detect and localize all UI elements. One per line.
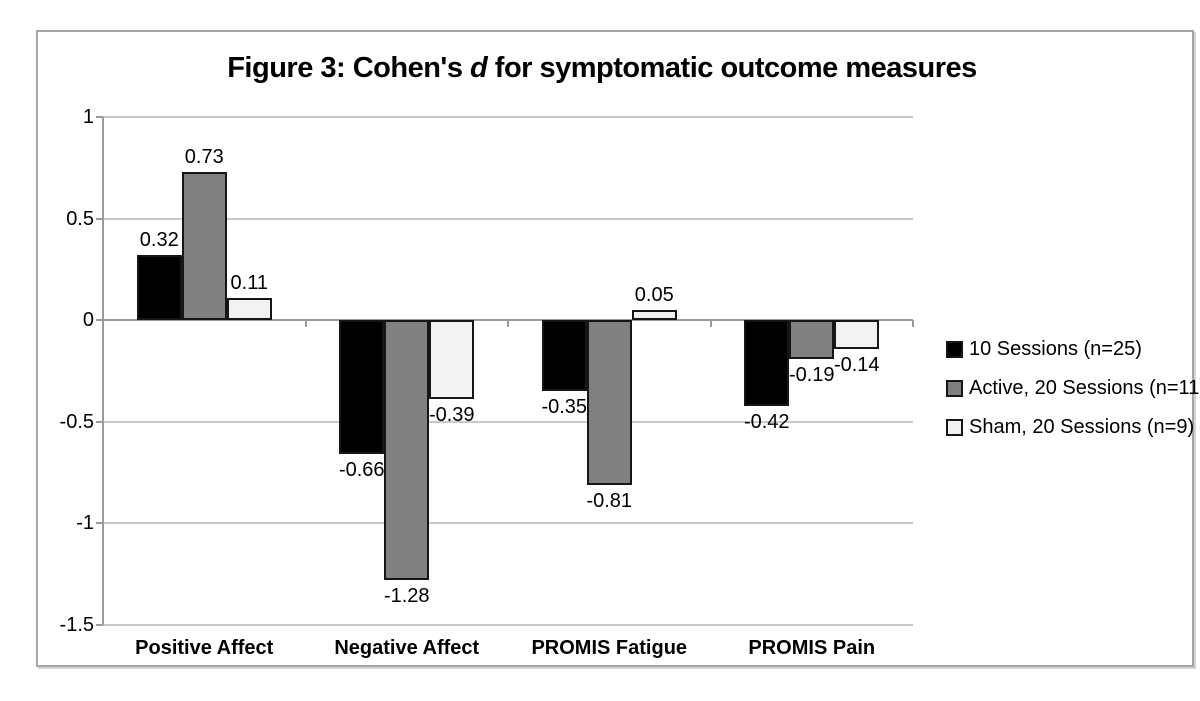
bar-value-label: 0.05 — [634, 284, 674, 307]
bar-10-sessions-n-25 — [136, 255, 182, 321]
category-label: Negative Affect — [334, 637, 480, 659]
bar-10-sessions-n-25 — [339, 320, 385, 455]
bar-active-20-sessions-n-11 — [181, 171, 227, 321]
bar-sham-20-sessions-n-9 — [226, 297, 272, 321]
figure-frame: Figure 3: Cohen's d for symptomatic outc… — [36, 30, 1200, 667]
y-axis-tick — [96, 116, 103, 118]
legend: 10 Sessions (n=25) Active, 20 Sessions (n… — [946, 338, 1200, 438]
category-label: PROMIS Pain — [748, 637, 876, 659]
bar-10-sessions-n-25 — [744, 320, 790, 406]
y-axis-tick-label: 0.5 — [66, 207, 94, 230]
y-axis-tick-label: 1 — [82, 106, 94, 128]
legend-swatch-icon — [946, 340, 963, 358]
category-label: PROMIS Fatigue — [531, 637, 688, 659]
bar-10-sessions-n-25 — [541, 320, 587, 392]
bar-value-label: -0.81 — [586, 489, 633, 512]
category-label: Positive Affect — [135, 637, 274, 659]
legend-item: Active, 20 Sessions (n=11) — [946, 377, 1200, 399]
bar-sham-20-sessions-n-9 — [631, 310, 677, 321]
chart-title-prefix: Figure 3: Cohen's — [227, 52, 471, 84]
bar-value-label: 0.11 — [230, 271, 268, 294]
bar-value-label: -0.66 — [338, 459, 385, 482]
y-axis-line — [102, 117, 104, 625]
gridline — [103, 217, 913, 220]
chart-title-suffix: for symptomatic outcome measures — [487, 52, 977, 84]
bar-sham-20-sessions-n-9 — [429, 320, 475, 400]
legend-label: 10 Sessions (n=25) — [969, 338, 1142, 360]
legend-swatch-icon — [946, 379, 963, 397]
bar-value-label: -0.14 — [833, 353, 880, 376]
bar-value-label: 0.32 — [139, 229, 179, 252]
legend-label: Active, 20 Sessions (n=11) — [969, 377, 1200, 399]
legend-item: Sham, 20 Sessions (n=9) — [946, 416, 1200, 438]
category-boundary-tick — [304, 320, 307, 328]
gridline — [103, 624, 913, 626]
category-boundary-tick — [507, 320, 509, 328]
legend-item: 10 Sessions (n=25) — [946, 338, 1200, 360]
bar-value-label: -1.28 — [383, 585, 430, 608]
bar-value-label: 0.73 — [184, 145, 224, 168]
bar-value-label: -0.39 — [428, 404, 475, 427]
gridline — [103, 116, 913, 118]
y-axis-tick — [96, 624, 103, 626]
bar-active-20-sessions-n-11 — [789, 320, 835, 359]
y-axis-tick-label: 0 — [82, 309, 94, 332]
y-axis-tick — [96, 319, 103, 322]
bar-value-label: -0.42 — [743, 410, 790, 433]
legend-label: Sham, 20 Sessions (n=9) — [969, 416, 1195, 438]
legend-swatch-icon — [946, 418, 963, 436]
bar-value-label: -0.19 — [788, 363, 835, 386]
bar-value-label: -0.35 — [541, 396, 588, 419]
bar-active-20-sessions-n-11 — [586, 320, 632, 485]
y-axis-tick — [96, 420, 103, 423]
y-axis-tick-label: -1 — [76, 512, 94, 535]
category-boundary-tick — [709, 320, 712, 328]
chart-title: Figure 3: Cohen's d for symptomatic outc… — [38, 52, 1166, 85]
y-axis-tick — [96, 217, 103, 220]
category-boundary-tick — [912, 320, 914, 328]
y-axis-tick-label: -1.5 — [59, 614, 94, 636]
bar-sham-20-sessions-n-9 — [834, 320, 880, 349]
chart-title-italic-d: d — [470, 52, 488, 84]
bar-active-20-sessions-n-11 — [384, 320, 430, 581]
gridline — [103, 420, 913, 423]
y-axis-tick — [96, 522, 103, 525]
y-axis-tick-label: -0.5 — [59, 410, 94, 433]
gridline — [103, 522, 913, 525]
